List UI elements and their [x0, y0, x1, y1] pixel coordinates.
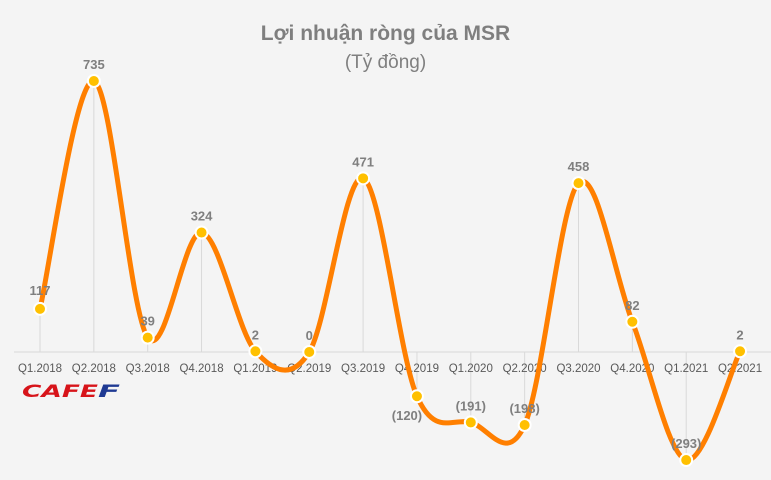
x-tick-label: Q3.2019 — [341, 363, 385, 375]
data-label: (293) — [671, 436, 701, 451]
cafef-logo: CAFE F — [22, 383, 121, 399]
data-point — [517, 418, 532, 433]
data-point — [409, 389, 424, 404]
data-point — [733, 344, 748, 359]
data-point — [33, 301, 47, 316]
data-point — [140, 330, 155, 345]
svg-text:CAFE: CAFE — [22, 383, 99, 399]
data-point — [625, 314, 640, 329]
series-line — [37, 78, 743, 463]
data-label: 117 — [30, 283, 51, 298]
x-tick-label: Q1.2020 — [449, 363, 493, 375]
data-label: (191) — [456, 398, 486, 413]
data-label: 2 — [736, 327, 743, 342]
x-tick-label: Q4.2019 — [395, 363, 439, 375]
data-label: 324 — [191, 209, 213, 224]
x-tick-label: Q3.2018 — [126, 363, 170, 375]
data-point — [194, 225, 209, 240]
data-label: 458 — [568, 159, 590, 174]
x-tick-label: Q2.2020 — [503, 363, 547, 375]
x-tick-label: Q4.2018 — [179, 363, 223, 375]
chart-title: Lợi nhuận ròng của MSR — [260, 22, 511, 45]
data-point — [571, 176, 586, 191]
data-point — [248, 344, 263, 359]
x-tick-label: Q3.2020 — [556, 363, 600, 375]
x-tick-label: Q2.2021 — [718, 363, 762, 375]
x-tick-label: Q1.2019 — [233, 363, 277, 375]
data-label: 471 — [352, 154, 374, 169]
data-label: 2 — [252, 327, 259, 342]
x-tick-label: Q1.2021 — [664, 363, 708, 375]
data-point — [356, 171, 371, 186]
data-point — [679, 453, 694, 468]
chart-subtitle: (Tỷ đồng) — [344, 52, 427, 73]
data-label: 82 — [625, 298, 639, 313]
x-tick-label: Q2.2018 — [72, 363, 116, 375]
data-point — [302, 345, 317, 359]
data-label: (120) — [392, 408, 422, 423]
data-point — [463, 415, 478, 430]
data-label: 735 — [83, 57, 105, 72]
svg-text:F: F — [98, 383, 121, 399]
data-label: 39 — [140, 314, 154, 329]
data-label: (198) — [509, 401, 539, 416]
data-label: 0 — [306, 328, 313, 343]
x-tick-label: Q4.2020 — [610, 363, 654, 375]
x-tick-label: Q1.2018 — [18, 363, 62, 375]
data-point — [86, 74, 101, 88]
